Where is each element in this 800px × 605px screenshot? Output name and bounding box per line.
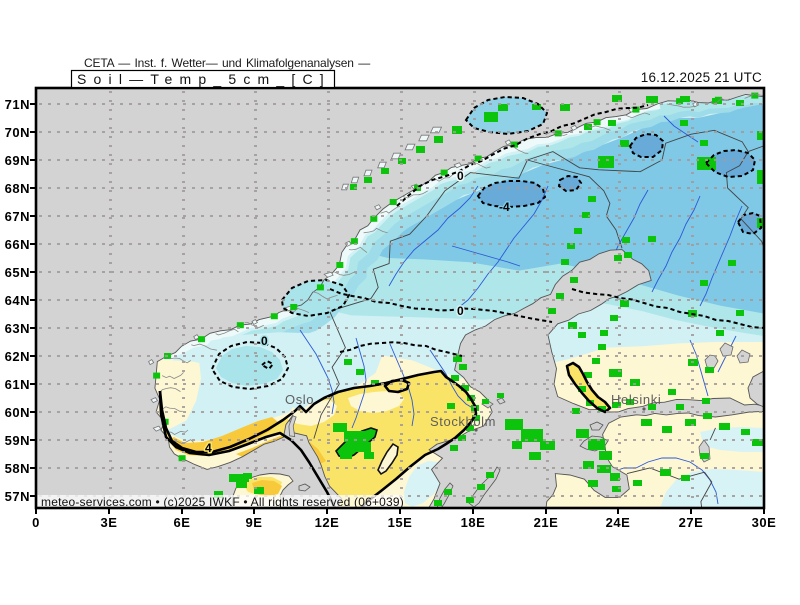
svg-text:30E: 30E [752,515,777,530]
svg-text:59N: 59N [5,433,30,448]
svg-text:6E: 6E [174,515,191,530]
svg-text:meteo-services.com • (c)2025 I: meteo-services.com • (c)2025 IWKF • All … [41,495,404,509]
svg-text:0: 0 [457,304,464,318]
svg-text:Helsinki: Helsinki [611,392,661,407]
svg-text:-4: -4 [499,200,510,214]
svg-text:68N: 68N [5,181,30,196]
svg-text:0: 0 [457,169,464,183]
svg-text:57N: 57N [5,489,30,504]
svg-text:65N: 65N [5,265,30,280]
svg-text:60N: 60N [5,405,30,420]
svg-text:64N: 64N [5,293,30,308]
svg-text:24E: 24E [606,515,631,530]
svg-text:21E: 21E [534,515,559,530]
svg-text:69N: 69N [5,153,30,168]
svg-text:18E: 18E [461,515,486,530]
svg-text:Oslo: Oslo [285,392,314,407]
svg-text:61N: 61N [5,377,30,392]
svg-text:16.12.2025 21 UTC: 16.12.2025 21 UTC [641,70,762,85]
svg-text:27E: 27E [679,515,704,530]
svg-text:4: 4 [205,441,212,455]
svg-text:70N: 70N [5,125,30,140]
svg-text:66N: 66N [5,237,30,252]
svg-text:Soil—Temp_5cm_[C]: Soil—Temp_5cm_[C] [77,71,331,87]
svg-text:71N: 71N [5,97,30,112]
svg-text:15E: 15E [388,515,413,530]
svg-text:Stockholm: Stockholm [430,414,496,429]
svg-text:0: 0 [32,515,40,530]
svg-text:12E: 12E [315,515,340,530]
svg-text:0: 0 [261,334,268,348]
svg-text:9E: 9E [246,515,263,530]
svg-text:58N: 58N [5,461,30,476]
svg-text:3E: 3E [101,515,118,530]
svg-text:67N: 67N [5,209,30,224]
svg-text:62N: 62N [5,349,30,364]
svg-text:63N: 63N [5,321,30,336]
svg-text:CETA — Inst. f. Wetter— und Kl: CETA — Inst. f. Wetter— und Klimafolgena… [84,56,370,70]
